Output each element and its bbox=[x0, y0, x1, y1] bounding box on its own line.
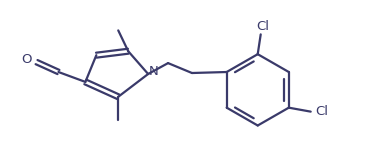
Text: O: O bbox=[21, 53, 32, 66]
Text: Cl: Cl bbox=[256, 20, 269, 33]
Text: Cl: Cl bbox=[315, 105, 328, 118]
Text: N: N bbox=[149, 65, 159, 77]
